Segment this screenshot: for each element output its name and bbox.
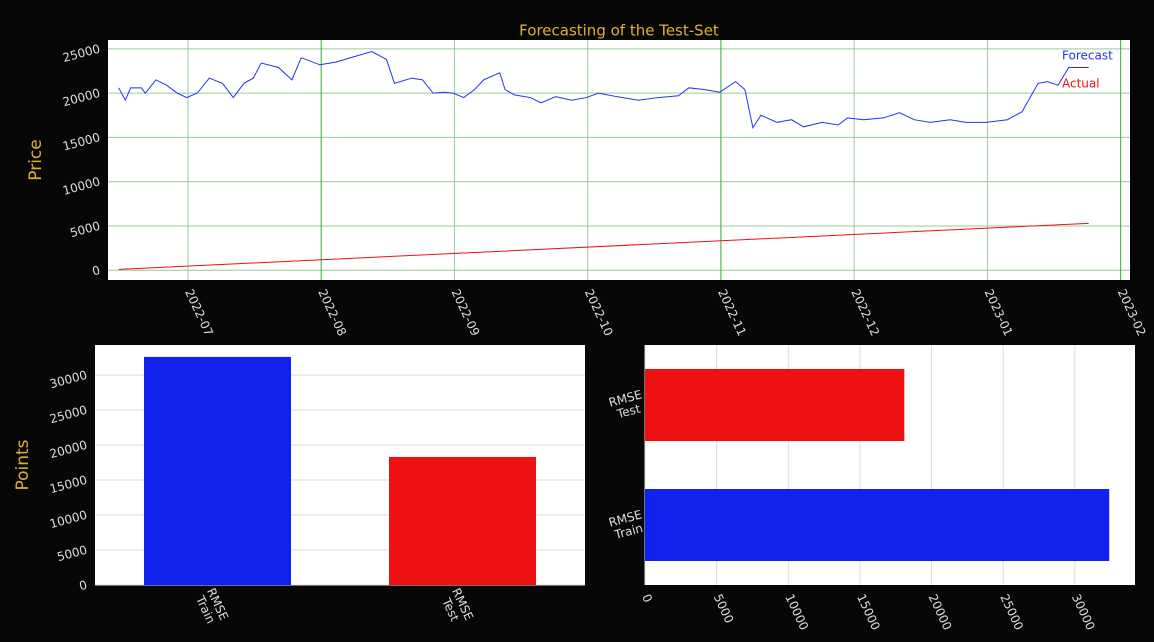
- series-line: [118, 50, 1089, 129]
- y-tick-label: 0: [78, 578, 89, 594]
- y-tick-label: RMSETrain: [607, 507, 647, 542]
- y-axis-label: Points: [13, 439, 33, 490]
- legend-entry: Forecast: [1062, 49, 1113, 63]
- chart-title: Forecasting of the Test-Set: [519, 22, 719, 40]
- y-axis-label: Price: [26, 139, 46, 180]
- series-line: [118, 222, 1089, 270]
- bar: [645, 369, 905, 441]
- bar: [389, 456, 536, 585]
- bar: [144, 356, 291, 585]
- legend-entry: Actual: [1062, 77, 1100, 91]
- plot-area: [108, 40, 1130, 280]
- y-tick-label: 0: [91, 263, 102, 279]
- bar: [645, 489, 1110, 561]
- y-tick-label: RMSETest: [607, 387, 647, 422]
